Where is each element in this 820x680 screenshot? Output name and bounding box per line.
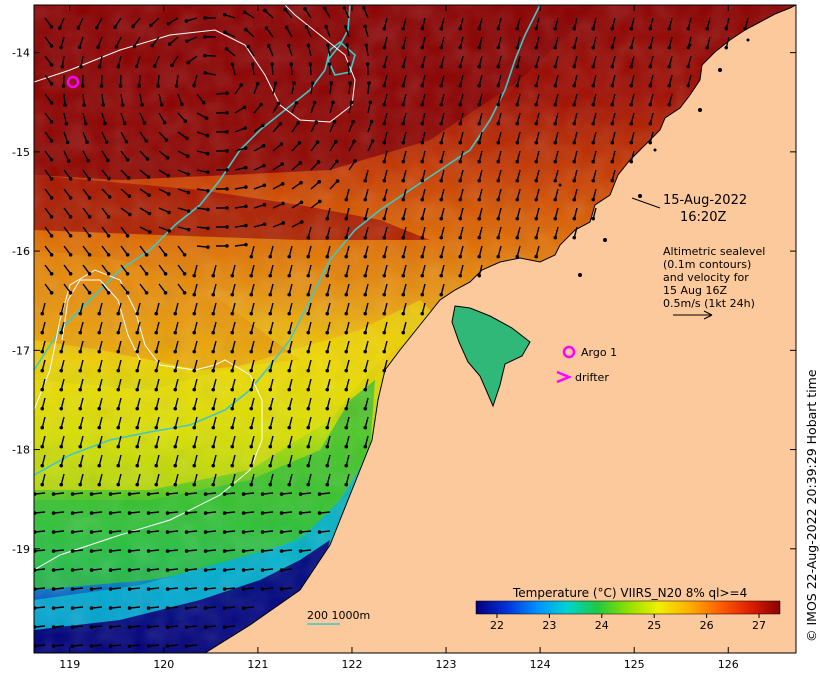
colorbar-ticks: 22 23 24 25 26 27 <box>490 614 766 632</box>
colorbar <box>475 600 781 615</box>
map-time: 16:20Z <box>680 210 726 225</box>
y-tick-label: -17 <box>12 344 30 357</box>
sealevel-note-line-1: Altimetric sealevel <box>663 245 765 258</box>
map-date: 15-Aug-2022 <box>663 193 747 208</box>
sealevel-contour-1 <box>34 5 356 123</box>
colorbar-tick-label: 26 <box>700 619 714 632</box>
argo-float-marker <box>66 75 80 89</box>
bathymetry-legend-label: 200 1000m <box>307 609 370 622</box>
drifter-legend-icon <box>556 370 573 384</box>
bathymetry-1000m <box>34 5 356 371</box>
x-axis: 119 120 121 122 123 124 125 126 <box>59 5 739 671</box>
x-tick-label: 120 <box>153 658 174 671</box>
x-tick-label: 119 <box>59 658 80 671</box>
y-tick-label: -19 <box>12 543 30 556</box>
sealevel-note-line-5: 0.5m/s (1kt 24h) <box>663 297 755 310</box>
x-tick-label: 121 <box>247 658 268 671</box>
velocity-scale-arrow <box>673 310 713 320</box>
colorbar-tick-label: 27 <box>752 619 766 632</box>
argo-legend-icon <box>562 345 576 359</box>
y-tick-label: -15 <box>12 146 30 159</box>
colorbar-tick-label: 24 <box>595 619 609 632</box>
drifter-legend-label: drifter <box>575 371 609 384</box>
x-tick-label: 125 <box>624 658 645 671</box>
cambridge-gulf <box>451 305 531 408</box>
x-tick-label: 123 <box>436 658 457 671</box>
colorbar-tick-label: 23 <box>542 619 556 632</box>
velocity-arrows <box>34 6 749 648</box>
sealevel-note-line-3: and velocity for <box>663 271 749 284</box>
argo-legend-label: Argo 1 <box>581 346 617 359</box>
copyright-text: © IMOS 22-Aug-2022 20:39:29 Hobart time <box>804 369 819 642</box>
y-axis: -14 -15 -16 -17 -18 -19 <box>12 47 796 556</box>
sealevel-note-line-2: (0.1m contours) <box>663 258 751 271</box>
coastal-islands <box>558 38 750 277</box>
x-tick-label: 124 <box>530 658 551 671</box>
sealevel-contour-3 <box>61 279 141 361</box>
annotation-leader <box>631 197 661 209</box>
x-tick-label: 122 <box>341 658 362 671</box>
x-tick-label: 126 <box>718 658 739 671</box>
sealevel-note-line-4: 15 Aug 16Z <box>663 284 727 297</box>
y-tick-label: -16 <box>12 245 30 258</box>
colorbar-title: Temperature (°C) VIIRS_N20 8% ql>=4 <box>512 586 747 600</box>
plot-frame <box>33 4 797 654</box>
y-tick-label: -14 <box>12 47 30 60</box>
colorbar-tick-label: 25 <box>647 619 661 632</box>
y-tick-label: -18 <box>12 444 30 457</box>
colorbar-tick-label: 22 <box>490 619 504 632</box>
